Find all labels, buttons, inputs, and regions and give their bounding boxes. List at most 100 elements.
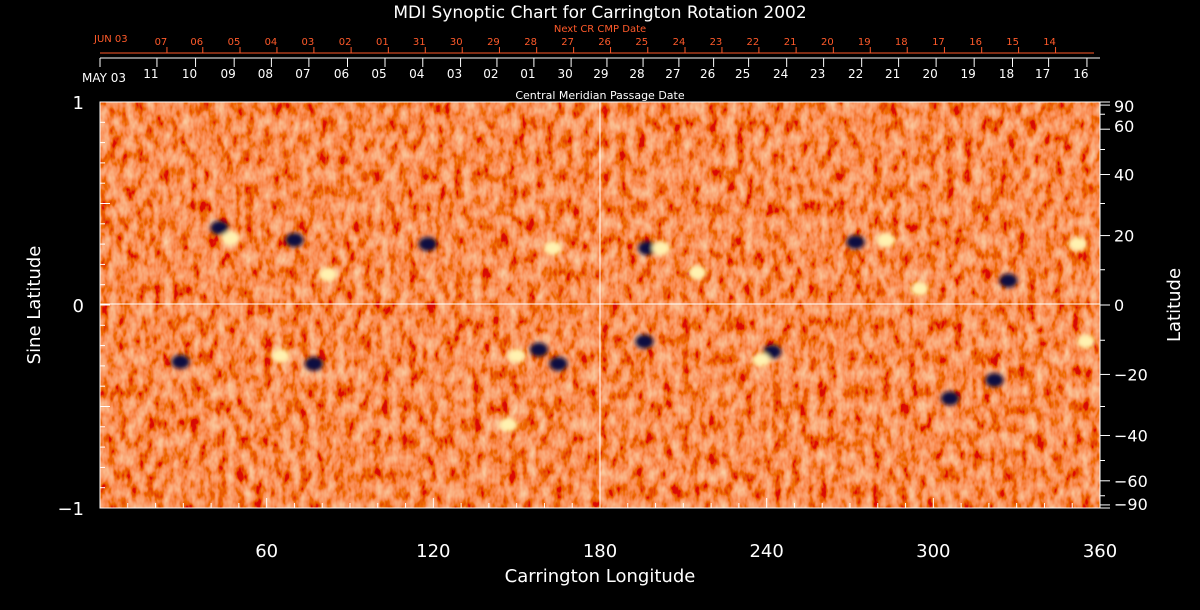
active-region-positive bbox=[688, 265, 707, 280]
next-cr-date-label: 27 bbox=[561, 37, 574, 48]
active-region-negative bbox=[285, 233, 304, 248]
y-right-tick-label: −40 bbox=[1114, 426, 1148, 445]
cmp-date-label: 07 bbox=[295, 67, 310, 81]
chart-title: MDI Synoptic Chart for Carrington Rotati… bbox=[393, 3, 806, 23]
y-axis-left-label: Sine Latitude bbox=[24, 246, 45, 365]
cmp-date-label: 11 bbox=[143, 67, 158, 81]
active-region-negative bbox=[846, 235, 865, 250]
next-cr-date-label: 24 bbox=[673, 37, 686, 48]
cmp-date-label: 21 bbox=[885, 67, 900, 81]
cmp-date-label: 24 bbox=[773, 67, 788, 81]
active-region-negative bbox=[985, 373, 1004, 388]
cmp-date-label: 22 bbox=[848, 67, 863, 81]
active-region-negative bbox=[549, 356, 568, 371]
cmp-date-label: 26 bbox=[700, 67, 715, 81]
next-cr-date-label: 07 bbox=[155, 37, 168, 48]
next-cr-date-label: 30 bbox=[450, 37, 463, 48]
active-region-positive bbox=[499, 417, 518, 432]
next-cr-date-label: 20 bbox=[821, 37, 834, 48]
active-region-positive bbox=[507, 348, 526, 363]
cmp-date-label: 23 bbox=[810, 67, 825, 81]
next-cr-date-label: 18 bbox=[895, 37, 908, 48]
x-tick-label: 120 bbox=[416, 541, 450, 562]
cmp-start-label: MAY 03 bbox=[82, 71, 126, 85]
active-region-positive bbox=[1068, 237, 1087, 252]
next-cr-start-label: JUN 03 bbox=[93, 34, 128, 45]
active-region-positive bbox=[652, 241, 671, 256]
active-region-negative bbox=[304, 356, 323, 371]
x-tick-label: 60 bbox=[255, 541, 278, 562]
next-cr-date-label: 16 bbox=[969, 37, 982, 48]
y-right-tick-label: −60 bbox=[1114, 472, 1148, 491]
x-tick-label: 240 bbox=[749, 541, 783, 562]
active-region-positive bbox=[1077, 334, 1096, 349]
active-region-positive bbox=[752, 352, 771, 367]
next-cr-date-label: 17 bbox=[932, 37, 945, 48]
cmp-date-label: 29 bbox=[593, 67, 608, 81]
cmp-date-label: 18 bbox=[999, 67, 1014, 81]
cmp-date-label: 28 bbox=[629, 67, 644, 81]
cmp-date-label: 09 bbox=[221, 67, 236, 81]
cmp-date-label: 06 bbox=[334, 67, 349, 81]
cmp-date-label: 02 bbox=[483, 67, 498, 81]
active-region-positive bbox=[910, 281, 929, 296]
active-region-positive bbox=[271, 348, 290, 363]
next-cr-date-label: 03 bbox=[302, 37, 315, 48]
cmp-date-label: 25 bbox=[735, 67, 750, 81]
cmp-date-label: 16 bbox=[1073, 67, 1088, 81]
active-region-positive bbox=[877, 233, 896, 248]
y-left-tick-label: −1 bbox=[57, 499, 84, 520]
x-tick-label: 180 bbox=[583, 541, 617, 562]
active-region-negative bbox=[999, 273, 1018, 288]
y-right-tick-label: −90 bbox=[1114, 495, 1148, 514]
next-cr-date-label: 05 bbox=[228, 37, 241, 48]
active-region-negative bbox=[418, 237, 437, 252]
next-cr-date-label: 26 bbox=[598, 37, 611, 48]
active-region-negative bbox=[529, 342, 548, 357]
active-region-positive bbox=[543, 241, 562, 256]
next-cr-date-label: 25 bbox=[635, 37, 648, 48]
next-cr-date-label: 29 bbox=[487, 37, 500, 48]
next-cr-date-label: 21 bbox=[784, 37, 797, 48]
active-region-negative bbox=[210, 220, 229, 235]
next-cr-date-axis: 07 06 05 04 03 02 01 31 30 29 28 27 26 25 24 23 22 21 20 19… bbox=[100, 37, 1094, 54]
cmp-date-label: 19 bbox=[961, 67, 976, 81]
active-region-positive bbox=[318, 267, 337, 282]
y-right-tick-label: 0 bbox=[1114, 296, 1124, 315]
cmp-date-label: 08 bbox=[258, 67, 273, 81]
cmp-date-label: 05 bbox=[371, 67, 386, 81]
cmp-date-label: 10 bbox=[182, 67, 197, 81]
active-region-negative bbox=[171, 354, 190, 369]
y-right-tick-label: 40 bbox=[1114, 166, 1134, 185]
next-cr-date-label: 04 bbox=[265, 37, 278, 48]
cmp-axis-label: Central Meridian Passage Date bbox=[515, 89, 684, 102]
y-left-tick-label: 1 bbox=[73, 93, 84, 114]
next-cr-date-label: 14 bbox=[1043, 37, 1056, 48]
cmp-date-label: 20 bbox=[922, 67, 937, 81]
cmp-date-label: 04 bbox=[409, 67, 424, 81]
active-region-negative bbox=[941, 391, 959, 406]
cmp-date-label: 03 bbox=[447, 67, 462, 81]
active-region-negative bbox=[638, 241, 657, 256]
next-cr-axis-label: Next CR CMP Date bbox=[554, 24, 646, 35]
next-cr-date-label: 19 bbox=[858, 37, 871, 48]
y-right-tick-label: 90 bbox=[1114, 97, 1134, 116]
x-tick-label: 360 bbox=[1083, 541, 1117, 562]
cmp-date-label: 17 bbox=[1035, 67, 1050, 81]
next-cr-date-label: 23 bbox=[710, 37, 723, 48]
cmp-date-axis: 11 10 09 08 07 06 05 04 03 02 01 30 29 28 27 26 25 24 23 22… bbox=[99, 57, 1100, 81]
x-tick-label: 300 bbox=[916, 541, 950, 562]
active-region-positive bbox=[221, 231, 240, 246]
next-cr-date-label: 22 bbox=[747, 37, 760, 48]
cmp-date-label: 27 bbox=[665, 67, 680, 81]
y-right-tick-label: 60 bbox=[1114, 117, 1134, 136]
cmp-date-label: 01 bbox=[520, 67, 535, 81]
next-cr-date-label: 02 bbox=[339, 37, 352, 48]
x-axis: 60 120 180 240 300 360 bbox=[127, 498, 1117, 562]
next-cr-date-label: 15 bbox=[1006, 37, 1019, 48]
y-right-tick-label: 20 bbox=[1114, 227, 1134, 246]
active-region-negative bbox=[635, 334, 654, 349]
y-axis-left: 1 0 −1 bbox=[57, 93, 110, 520]
